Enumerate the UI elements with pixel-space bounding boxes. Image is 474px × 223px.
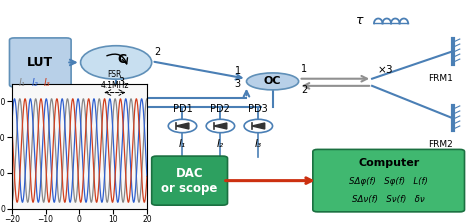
Text: I₃: I₃ (44, 78, 51, 88)
Text: τ: τ (356, 14, 364, 27)
Circle shape (206, 119, 235, 133)
FancyBboxPatch shape (313, 149, 465, 212)
Ellipse shape (246, 73, 299, 90)
Text: C: C (117, 53, 127, 66)
Text: PD2: PD2 (210, 104, 230, 114)
Text: 2: 2 (154, 47, 160, 57)
Text: I₁: I₁ (18, 78, 25, 88)
Text: DAC
or scope: DAC or scope (162, 167, 218, 195)
Text: OC: OC (264, 76, 281, 86)
Circle shape (244, 119, 273, 133)
Text: FSR
4.1MHz: FSR 4.1MHz (100, 70, 129, 90)
Text: I₃: I₃ (255, 139, 262, 149)
Circle shape (168, 119, 197, 133)
Polygon shape (214, 123, 227, 129)
Text: SΔν(f)   Sν(f)   δν: SΔν(f) Sν(f) δν (352, 195, 425, 204)
Text: 1: 1 (301, 64, 307, 74)
Text: FRM1: FRM1 (428, 74, 453, 83)
Text: I₁: I₁ (179, 139, 186, 149)
Text: PD1: PD1 (173, 104, 192, 114)
Text: PD3: PD3 (248, 104, 268, 114)
Text: I₂: I₂ (32, 78, 39, 88)
Text: I₂: I₂ (217, 139, 224, 149)
Text: Computer: Computer (358, 158, 419, 168)
Text: SΔφ(f)   Sφ(f)   L(f): SΔφ(f) Sφ(f) L(f) (349, 177, 428, 186)
Text: FRM2: FRM2 (428, 140, 453, 149)
Text: LUT: LUT (27, 56, 54, 69)
Polygon shape (252, 123, 264, 129)
Text: 3: 3 (118, 77, 125, 87)
Text: 1: 1 (235, 66, 241, 76)
Text: 3: 3 (235, 79, 241, 89)
FancyBboxPatch shape (9, 38, 71, 87)
FancyBboxPatch shape (152, 156, 228, 205)
Text: $\times$3: $\times$3 (377, 63, 393, 75)
Circle shape (81, 46, 152, 79)
Polygon shape (176, 123, 189, 129)
Text: 2: 2 (301, 85, 307, 95)
